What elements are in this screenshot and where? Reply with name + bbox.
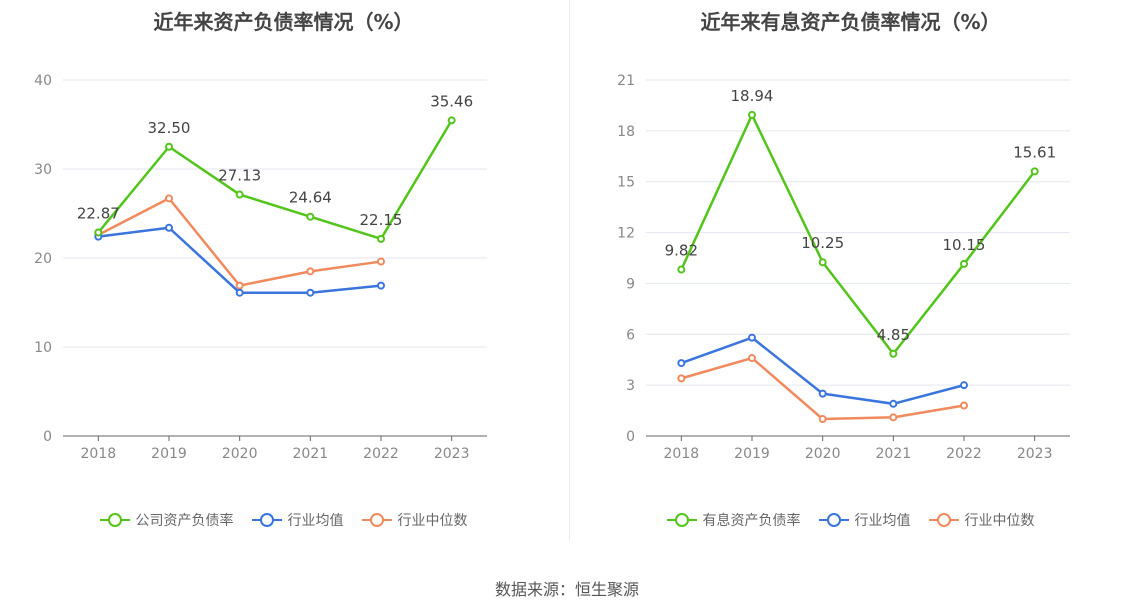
x-tick-label: 2019 [151, 446, 187, 462]
data-point [306, 212, 315, 221]
y-tick-label: 3 [626, 378, 635, 394]
series-line [97, 119, 453, 241]
x-tick-label: 2021 [293, 446, 329, 462]
legend-item[interactable]: 有息资产负债率 [666, 510, 801, 530]
data-label: 10.15 [943, 236, 986, 254]
x-tick-label: 2020 [222, 446, 258, 462]
data-point [818, 415, 827, 424]
legend-item[interactable]: 公司资产负债率 [99, 510, 234, 530]
data-point [94, 228, 103, 237]
data-point [960, 259, 968, 268]
data-label: 27.13 [218, 167, 261, 185]
data-label: 22.15 [360, 211, 403, 229]
series-line [680, 113, 1036, 356]
data-label: 32.50 [148, 119, 191, 137]
data-point [677, 359, 686, 368]
data-point [165, 223, 173, 232]
chart-legend: 公司资产负债率 行业均值 行业中位数 [0, 510, 567, 530]
legend-marker-icon [361, 513, 392, 527]
interest-debt-ratio-chart: 0 3 6 9 12 15 18 21 2018 2019 2020 2021 2022 2023 9.82… [617, 73, 1070, 462]
chart-title: 近年来有息资产负债率情况（%） [700, 10, 1001, 34]
legend-label: 行业均值 [287, 513, 344, 529]
data-label: 10.25 [801, 234, 844, 252]
data-point [748, 354, 756, 363]
data-point [235, 281, 244, 290]
data-point [677, 374, 686, 383]
data-label: 22.87 [77, 204, 120, 222]
data-point [748, 333, 756, 342]
y-tick-label: 9 [626, 276, 635, 292]
debt-ratio-chart: 0 10 20 30 40 2018 2019 2020 2021 2022 2023 22.87 32… [34, 73, 487, 462]
y-tick-label: 21 [617, 73, 635, 89]
x-tick-label: 2022 [946, 446, 982, 462]
data-point [377, 234, 385, 243]
data-point [960, 381, 968, 390]
data-point [889, 349, 898, 358]
y-tick-label: 20 [34, 251, 52, 267]
y-tick-label: 6 [626, 327, 635, 343]
data-point [165, 194, 173, 203]
data-point [447, 116, 456, 125]
data-point [1030, 167, 1039, 176]
data-point [748, 110, 756, 119]
y-tick-label: 30 [34, 162, 52, 178]
legend-item[interactable]: 行业中位数 [928, 510, 1035, 530]
data-point [818, 258, 827, 267]
legend-marker-icon [251, 513, 282, 527]
legend-item[interactable]: 行业均值 [818, 510, 911, 530]
chart-title: 近年来资产负债率情况（%） [153, 10, 414, 34]
data-point [377, 257, 385, 266]
data-label: 24.64 [289, 189, 332, 207]
data-point [377, 281, 385, 290]
data-point [235, 190, 244, 199]
legend-label: 公司资产负债率 [135, 513, 234, 529]
legend-label: 行业中位数 [964, 513, 1035, 529]
interest-debt-ratio-chart-panel: 近年来有息资产负债率情况（%） 0 3 6 9 12 15 18 21 2018 2019 2020… [567, 0, 1134, 560]
y-tick-label: 15 [617, 175, 635, 191]
x-tick-label: 2020 [805, 446, 841, 462]
data-source-note: 数据来源：恒生聚源 [494, 580, 639, 599]
series-line [680, 356, 965, 421]
legend-label: 行业均值 [854, 513, 911, 529]
x-tick-label: 2018 [81, 446, 117, 462]
data-point [889, 399, 898, 408]
data-point [235, 288, 244, 297]
y-tick-label: 10 [34, 340, 52, 356]
legend-marker-icon [666, 513, 697, 527]
y-tick-label: 18 [617, 124, 635, 140]
data-label: 9.82 [665, 242, 698, 260]
data-label: 18.94 [731, 87, 774, 105]
data-label: 35.46 [430, 92, 473, 110]
data-point [818, 389, 827, 398]
data-point [960, 401, 968, 410]
legend-marker-icon [928, 513, 959, 527]
series-line [97, 197, 382, 287]
panel-divider [569, 0, 570, 540]
x-tick-label: 2018 [664, 446, 700, 462]
data-label: 4.85 [877, 326, 910, 344]
legend-label: 有息资产负债率 [702, 513, 801, 529]
data-point [306, 288, 315, 297]
data-point [165, 142, 173, 151]
chart-legend: 有息资产负债率 行业均值 行业中位数 [567, 510, 1134, 530]
legend-marker-icon [818, 513, 849, 527]
y-tick-label: 40 [34, 73, 52, 89]
x-tick-label: 2023 [434, 446, 470, 462]
legend-marker-icon [99, 513, 130, 527]
data-point [889, 413, 898, 422]
data-point [306, 267, 315, 276]
y-tick-label: 12 [617, 226, 635, 242]
legend-label: 行业中位数 [397, 513, 468, 529]
legend-item[interactable]: 行业中位数 [361, 510, 468, 530]
legend-item[interactable]: 行业均值 [251, 510, 344, 530]
x-tick-label: 2019 [734, 446, 770, 462]
data-label: 15.61 [1013, 143, 1056, 161]
data-point [677, 265, 686, 274]
y-tick-label: 0 [43, 429, 52, 445]
x-tick-label: 2021 [876, 446, 912, 462]
x-tick-label: 2022 [363, 446, 399, 462]
x-tick-label: 2023 [1017, 446, 1053, 462]
debt-ratio-chart-panel: 近年来资产负债率情况（%） 0 10 20 30 40 2018 2019 2020 2021 2… [0, 0, 567, 560]
y-tick-label: 0 [626, 429, 635, 445]
